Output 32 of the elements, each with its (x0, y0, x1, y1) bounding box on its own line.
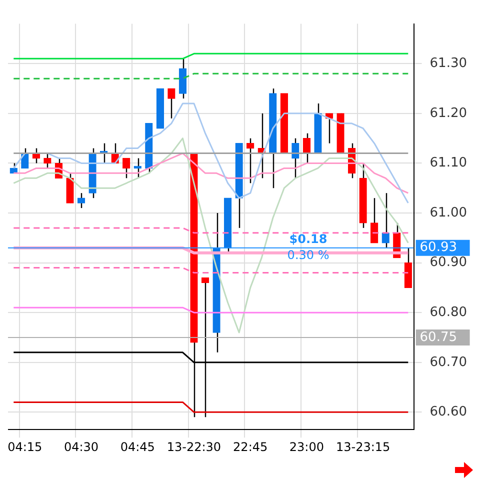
x-tick-label: 13-23:15 (336, 440, 390, 454)
y-tick-label: 61.00 (430, 205, 467, 220)
y-tick-label: 60.90 (430, 255, 467, 270)
candlestick (44, 152, 52, 169)
candlestick (370, 197, 378, 244)
y-tick-label: 60.70 (430, 354, 467, 370)
y-tick-label: 61.20 (430, 106, 467, 121)
y-tick-label: 61.10 (430, 156, 467, 171)
x-tick-label: 04:30 (64, 440, 99, 454)
annotation: 0.30 % (287, 248, 330, 262)
y-tick-label: 60.60 (430, 404, 467, 420)
x-tick-label: 23:00 (289, 440, 324, 454)
candlestick (404, 247, 412, 288)
candlestick (122, 158, 130, 179)
y-tick-label: 60.80 (430, 304, 467, 320)
ref-line-label: 60.75 (420, 330, 457, 345)
x-tick-label: 04:45 (120, 440, 155, 454)
candlestick (292, 138, 300, 179)
candlestick (77, 192, 86, 209)
candlestick (178, 58, 187, 100)
candlestick (168, 88, 176, 120)
candlestick (246, 138, 254, 184)
candlestick (382, 192, 390, 248)
x-tick-label: 04:15 (8, 440, 42, 454)
y-tick-label: 61.30 (430, 56, 467, 72)
annotation: $0.18 (289, 232, 328, 246)
ref-line-label: 60.93 (420, 240, 457, 256)
candlestick (32, 148, 40, 164)
x-tick-label: 13-22:30 (166, 440, 222, 454)
candlestick (66, 172, 74, 204)
x-tick-label: 22:45 (233, 440, 268, 454)
candlestick (302, 132, 311, 164)
